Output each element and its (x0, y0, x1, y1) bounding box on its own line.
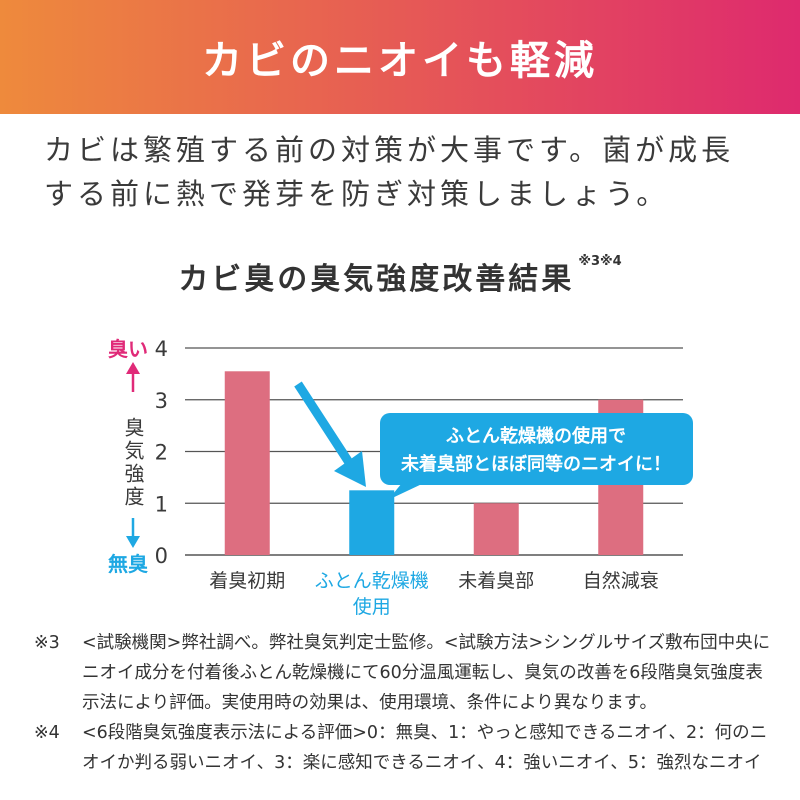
y-tick-label: 4 (155, 337, 168, 361)
x-tick-label: 自然減衰 (583, 570, 659, 592)
chart-title-text: カビ臭の臭気強度改善結果 (178, 262, 575, 297)
y-top-label: 臭い (108, 337, 148, 361)
x-tick-label: 使用 (353, 596, 391, 618)
header-banner: カビのニオイも軽減 (0, 0, 800, 114)
banner-title: カビのニオイも軽減 (202, 38, 598, 84)
y-tick-label: 1 (155, 492, 168, 516)
callout-text: 未着臭部とほぼ同等のニオイに！ (401, 453, 671, 475)
callout-tail (388, 483, 424, 500)
up-arrowhead-icon (126, 362, 140, 374)
pointer-arrowhead-icon (334, 451, 366, 487)
x-tick-label: ふとん乾燥機 (315, 570, 429, 592)
y-axis-label: 臭気強度 (121, 417, 145, 509)
y-tick-label: 0 (155, 544, 168, 568)
footnote-text: <6段階臭気強度表示法による評価>0：無臭、1：やっと感知できるニオイ、2：何の… (82, 723, 768, 773)
footnotes: ※3 <試験機関>弊社調べ。弊社臭気判定士監修。<試験方法>シングルサイズ敷布団… (34, 628, 774, 778)
y-tick-label: 3 (155, 389, 168, 413)
bar (224, 371, 270, 555)
bar (473, 503, 519, 555)
footnote-3: ※3 <試験機関>弊社調べ。弊社臭気判定士監修。<試験方法>シングルサイズ敷布団… (34, 628, 774, 718)
footnote-4: ※4 <6段階臭気強度表示法による評価>0：無臭、1：やっと感知できるニオイ、2… (34, 718, 774, 778)
callout-text: ふとん乾燥機の使用で (446, 425, 626, 447)
x-tick-label: 未着臭部 (458, 570, 534, 592)
chart-title: カビ臭の臭気強度改善結果※3※4 (0, 254, 800, 298)
footnote-mark: ※3 (34, 633, 60, 653)
pointer-arrow-icon (294, 381, 354, 467)
chart-title-note: ※3※4 (578, 254, 622, 269)
intro-text: カビは繁殖する前の対策が大事です。菌が成長する前に熱で発芽を防ぎ対策しましょう。 (44, 133, 735, 211)
bar (349, 490, 395, 555)
footnote-text: <試験機関>弊社調べ。弊社臭気判定士監修。<試験方法>シングルサイズ敷布団中央に… (82, 633, 771, 713)
y-tick-label: 2 (155, 441, 168, 465)
x-tick-label: 着臭初期 (209, 570, 285, 592)
callout-bubble (380, 413, 693, 485)
down-arrowhead-icon (126, 536, 140, 548)
footnote-mark: ※4 (34, 723, 60, 743)
y-bottom-label: 無臭 (108, 552, 148, 576)
